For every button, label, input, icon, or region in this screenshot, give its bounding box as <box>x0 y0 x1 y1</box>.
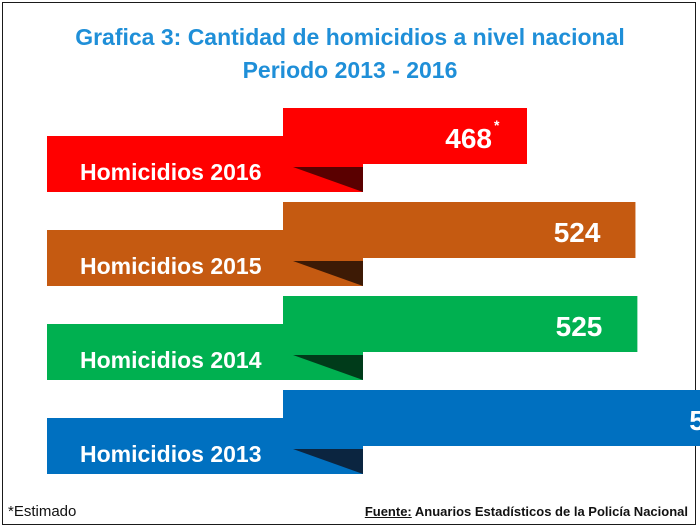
fold-shadow <box>293 167 363 192</box>
label-bar <box>47 324 363 380</box>
fold-shadow <box>293 355 363 380</box>
data-label: 525 <box>556 311 603 342</box>
source-text: Anuarios Estadísticos de la Policía Naci… <box>414 504 688 519</box>
category-label: Homicidios 2013 <box>80 441 262 467</box>
source-note: Fuente: Anuarios Estadísticos de la Poli… <box>365 504 688 519</box>
footnote: *Estimado <box>8 503 77 520</box>
chart-subtitle: Periodo 2013 - 2016 <box>242 57 458 83</box>
data-label: 594 <box>689 405 700 436</box>
category-label: Homicidios 2016 <box>80 159 262 185</box>
estimate-mark: * <box>494 117 500 133</box>
category-label: Homicidios 2014 <box>80 347 262 373</box>
label-bar <box>47 230 363 286</box>
category-label: Homicidios 2015 <box>80 253 262 279</box>
data-label: 524 <box>554 217 601 248</box>
fold-shadow <box>293 261 363 286</box>
source-label: Fuente: <box>364 504 412 519</box>
label-bar <box>47 418 363 474</box>
label-bar <box>47 136 363 192</box>
fold-shadow <box>293 449 363 474</box>
data-label: 468 <box>445 123 492 154</box>
chart-title: Grafica 3: Cantidad de homicidios a nive… <box>75 24 625 50</box>
